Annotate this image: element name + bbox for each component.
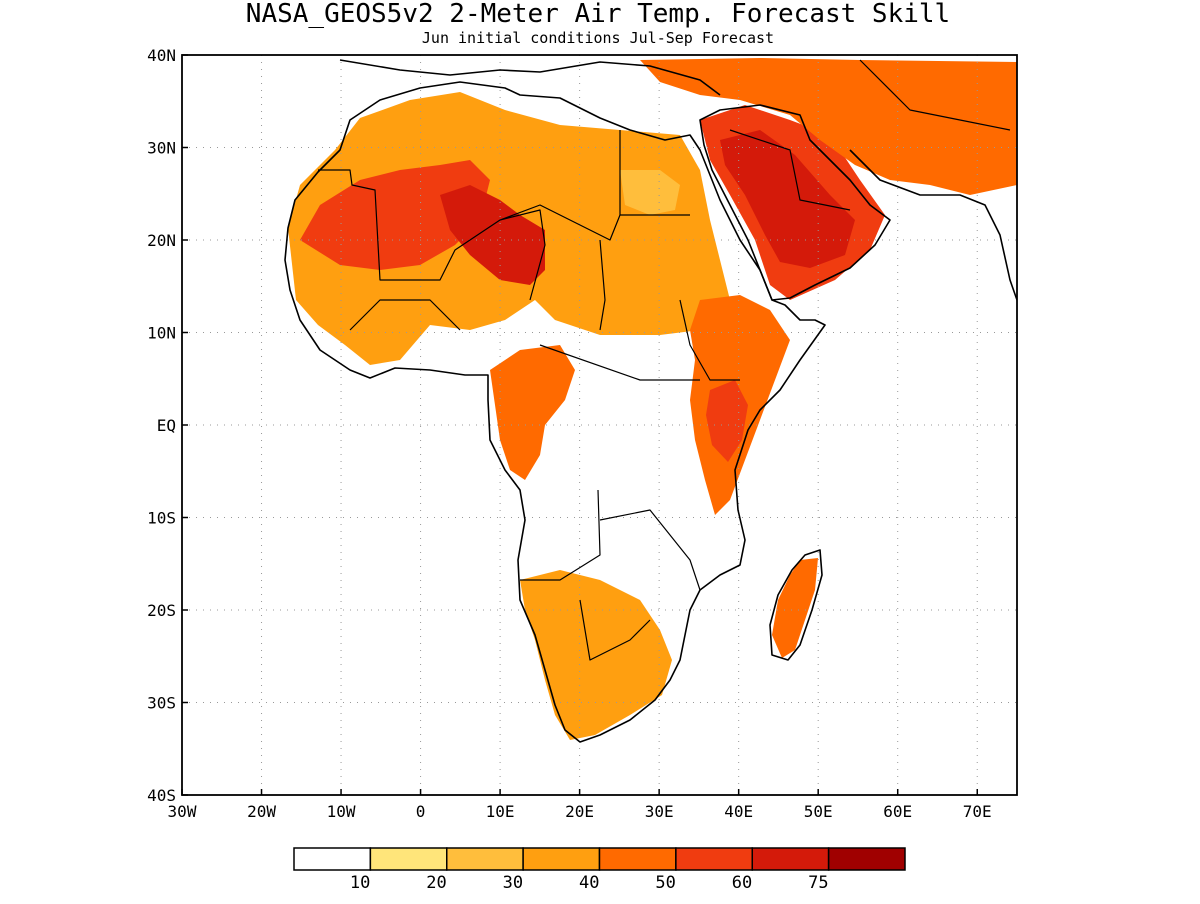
arabia-coastline <box>699 104 891 301</box>
coastlines <box>284 59 1017 743</box>
skill-region-iran <box>640 58 1017 195</box>
skill-region-east-africa-core <box>706 380 748 462</box>
africa-coastline <box>284 81 826 743</box>
colorbar-tick-label: 40 <box>579 873 599 893</box>
lat-tick-label: 10N <box>147 324 176 343</box>
skill-region-madagascar <box>772 558 818 658</box>
colorbar-swatch <box>751 847 830 871</box>
lon-tick-label: 60E <box>883 802 912 821</box>
mediterranean-coastline <box>339 59 721 96</box>
lon-tick-label: 30W <box>168 802 197 821</box>
lon-tick-label: 10W <box>327 802 356 821</box>
lon-tick-label: 10E <box>486 802 515 821</box>
skill-region-southern-africa <box>520 570 672 740</box>
skill-region-west-sahara-core <box>300 160 490 270</box>
lon-tick-label: 70E <box>963 802 992 821</box>
lon-tick-label: 50E <box>804 802 833 821</box>
lat-tick-label: 40S <box>147 786 176 805</box>
figure-subtitle: Jun initial conditions Jul-Sep Forecast <box>422 29 774 47</box>
lat-tick-label: 20N <box>147 231 176 250</box>
lat-tick-label: 10S <box>147 509 176 528</box>
colorbar-tick-label: 60 <box>732 873 752 893</box>
skill-region-central-sahara-core <box>440 185 545 285</box>
lon-tick-label: 30E <box>645 802 674 821</box>
colorbar-swatch <box>827 847 906 871</box>
map-plot-area <box>181 54 1018 796</box>
colorbar-tick-label: 75 <box>808 873 828 893</box>
lat-tick-label: 20S <box>147 601 176 620</box>
colorbar: 10 20 30 40 50 60 75 <box>293 847 906 893</box>
colorbar-tick-label: 20 <box>426 873 446 893</box>
figure-title: NASA_GEOS5v2 2-Meter Air Temp. Forecast … <box>246 0 950 29</box>
colorbar-swatch <box>446 847 524 871</box>
skill-shading <box>288 58 1017 740</box>
colorbar-swatch <box>598 847 677 871</box>
lon-tick-label: 40E <box>724 802 753 821</box>
lon-tick-label: 0 <box>416 802 426 821</box>
madagascar-coastline <box>769 549 823 661</box>
map-gridlines <box>182 55 1017 795</box>
colorbar-tick-label: 50 <box>655 873 675 893</box>
colorbar-swatch <box>369 847 448 871</box>
lon-tick-label: 20W <box>247 802 276 821</box>
lat-tick-label: 40N <box>147 46 176 65</box>
colorbar-swatch <box>675 847 753 871</box>
colorbar-tick-label: 10 <box>350 873 370 893</box>
skill-region-arabia-core <box>720 130 855 268</box>
asia-coastline <box>849 149 1017 301</box>
skill-region-congo <box>490 345 575 480</box>
longitude-axis: 30W 20W 10W 0 10E 20E 30E 40E 50E 60E 70E <box>168 789 992 821</box>
latitude-axis: 40N 30N 20N 10N EQ 10S 20S 30S 40S <box>147 46 188 805</box>
skill-region-egypt-sudan <box>620 170 680 215</box>
country-borders <box>318 59 1011 661</box>
lon-tick-label: 20E <box>565 802 594 821</box>
colorbar-swatch <box>522 847 601 871</box>
lat-tick-label: EQ <box>157 416 176 435</box>
lat-tick-label: 30S <box>147 694 176 713</box>
lat-tick-label: 30N <box>147 139 176 158</box>
colorbar-swatch <box>293 847 372 871</box>
colorbar-tick-label: 30 <box>503 873 523 893</box>
